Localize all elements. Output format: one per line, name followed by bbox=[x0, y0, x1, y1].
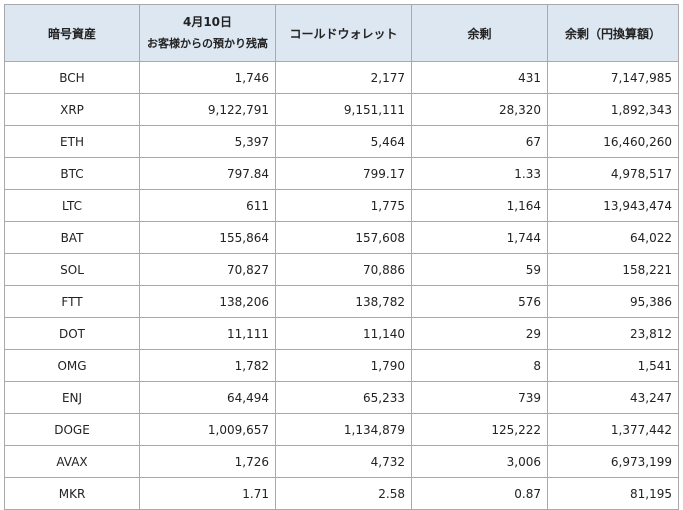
surplus-cell: 739 bbox=[411, 381, 548, 414]
surplus-jpy-cell: 6,973,199 bbox=[547, 445, 679, 478]
customer-balance-cell: 1,746 bbox=[139, 61, 276, 94]
table-row: MKR 1.71 2.58 0.87 81,195 bbox=[4, 477, 679, 510]
cold-wallet-cell: 2.58 bbox=[275, 477, 412, 510]
customer-balance-cell: 155,864 bbox=[139, 221, 276, 254]
cold-wallet-cell: 1,790 bbox=[275, 349, 412, 382]
surplus-cell: 8 bbox=[411, 349, 548, 382]
crypto-reserve-table: 暗号資産 4月10日 お客様からの預かり残高 コールドウォレット 余剰 余剰（円… bbox=[4, 4, 679, 510]
customer-balance-cell: 1,782 bbox=[139, 349, 276, 382]
surplus-jpy-cell: 7,147,985 bbox=[547, 61, 679, 94]
surplus-jpy-cell: 13,943,474 bbox=[547, 189, 679, 222]
header-balance-label: お客様からの預かり残高 bbox=[147, 37, 268, 50]
table-row: DOT 11,111 11,140 29 23,812 bbox=[4, 317, 679, 350]
asset-cell: DOGE bbox=[4, 413, 140, 446]
customer-balance-cell: 70,827 bbox=[139, 253, 276, 286]
asset-cell: DOT bbox=[4, 317, 140, 350]
cold-wallet-cell: 4,732 bbox=[275, 445, 412, 478]
surplus-jpy-cell: 16,460,260 bbox=[547, 125, 679, 158]
table-row: BAT 155,864 157,608 1,744 64,022 bbox=[4, 221, 679, 254]
customer-balance-cell: 5,397 bbox=[139, 125, 276, 158]
surplus-cell: 3,006 bbox=[411, 445, 548, 478]
cold-wallet-cell: 1,775 bbox=[275, 189, 412, 222]
surplus-jpy-cell: 1,541 bbox=[547, 349, 679, 382]
surplus-jpy-cell: 43,247 bbox=[547, 381, 679, 414]
surplus-cell: 67 bbox=[411, 125, 548, 158]
header-asset: 暗号資産 bbox=[4, 4, 140, 62]
table-row: BTC 797.84 799.17 1.33 4,978,517 bbox=[4, 157, 679, 190]
surplus-cell: 125,222 bbox=[411, 413, 548, 446]
customer-balance-cell: 797.84 bbox=[139, 157, 276, 190]
asset-cell: FTT bbox=[4, 285, 140, 318]
asset-cell: BAT bbox=[4, 221, 140, 254]
customer-balance-cell: 1,726 bbox=[139, 445, 276, 478]
surplus-jpy-cell: 81,195 bbox=[547, 477, 679, 510]
cold-wallet-cell: 11,140 bbox=[275, 317, 412, 350]
cold-wallet-cell: 70,886 bbox=[275, 253, 412, 286]
cold-wallet-cell: 65,233 bbox=[275, 381, 412, 414]
surplus-cell: 29 bbox=[411, 317, 548, 350]
cold-wallet-cell: 5,464 bbox=[275, 125, 412, 158]
surplus-cell: 28,320 bbox=[411, 93, 548, 126]
asset-cell: BTC bbox=[4, 157, 140, 190]
asset-cell: LTC bbox=[4, 189, 140, 222]
asset-cell: ENJ bbox=[4, 381, 140, 414]
cold-wallet-cell: 2,177 bbox=[275, 61, 412, 94]
header-row: 暗号資産 4月10日 お客様からの預かり残高 コールドウォレット 余剰 余剰（円… bbox=[4, 4, 679, 62]
cold-wallet-cell: 138,782 bbox=[275, 285, 412, 318]
table-row: XRP 9,122,791 9,151,111 28,320 1,892,343 bbox=[4, 93, 679, 126]
cold-wallet-cell: 799.17 bbox=[275, 157, 412, 190]
asset-cell: ETH bbox=[4, 125, 140, 158]
surplus-jpy-cell: 158,221 bbox=[547, 253, 679, 286]
table-row: BCH 1,746 2,177 431 7,147,985 bbox=[4, 61, 679, 94]
header-customer-balance: 4月10日 お客様からの預かり残高 bbox=[139, 4, 276, 62]
surplus-cell: 1,164 bbox=[411, 189, 548, 222]
table-body: BCH 1,746 2,177 431 7,147,985 XRP 9,122,791 9,1… bbox=[4, 61, 679, 510]
surplus-cell: 1.33 bbox=[411, 157, 548, 190]
asset-cell: XRP bbox=[4, 93, 140, 126]
surplus-jpy-cell: 4,978,517 bbox=[547, 157, 679, 190]
cold-wallet-cell: 157,608 bbox=[275, 221, 412, 254]
surplus-jpy-cell: 23,812 bbox=[547, 317, 679, 350]
surplus-jpy-cell: 95,386 bbox=[547, 285, 679, 318]
table-row: DOGE 1,009,657 1,134,879 125,222 1,377,442 bbox=[4, 413, 679, 446]
header-surplus-jpy: 余剰（円換算額） bbox=[547, 4, 679, 62]
asset-cell: BCH bbox=[4, 61, 140, 94]
asset-cell: AVAX bbox=[4, 445, 140, 478]
table-row: ETH 5,397 5,464 67 16,460,260 bbox=[4, 125, 679, 158]
surplus-jpy-cell: 1,892,343 bbox=[547, 93, 679, 126]
customer-balance-cell: 11,111 bbox=[139, 317, 276, 350]
table-row: AVAX 1,726 4,732 3,006 6,973,199 bbox=[4, 445, 679, 478]
table-row: LTC 611 1,775 1,164 13,943,474 bbox=[4, 189, 679, 222]
header-date: 4月10日 bbox=[182, 15, 233, 29]
header-cold-wallet: コールドウォレット bbox=[275, 4, 412, 62]
customer-balance-cell: 64,494 bbox=[139, 381, 276, 414]
customer-balance-cell: 611 bbox=[139, 189, 276, 222]
table-row: FTT 138,206 138,782 576 95,386 bbox=[4, 285, 679, 318]
surplus-jpy-cell: 64,022 bbox=[547, 221, 679, 254]
surplus-cell: 576 bbox=[411, 285, 548, 318]
customer-balance-cell: 1,009,657 bbox=[139, 413, 276, 446]
header-surplus: 余剰 bbox=[411, 4, 548, 62]
surplus-cell: 0.87 bbox=[411, 477, 548, 510]
asset-cell: SOL bbox=[4, 253, 140, 286]
cold-wallet-cell: 9,151,111 bbox=[275, 93, 412, 126]
customer-balance-cell: 1.71 bbox=[139, 477, 276, 510]
surplus-cell: 431 bbox=[411, 61, 548, 94]
table-header: 暗号資産 4月10日 お客様からの預かり残高 コールドウォレット 余剰 余剰（円… bbox=[4, 4, 679, 62]
cold-wallet-cell: 1,134,879 bbox=[275, 413, 412, 446]
surplus-cell: 59 bbox=[411, 253, 548, 286]
table-row: ENJ 64,494 65,233 739 43,247 bbox=[4, 381, 679, 414]
asset-cell: MKR bbox=[4, 477, 140, 510]
table-row: OMG 1,782 1,790 8 1,541 bbox=[4, 349, 679, 382]
table-row: SOL 70,827 70,886 59 158,221 bbox=[4, 253, 679, 286]
customer-balance-cell: 9,122,791 bbox=[139, 93, 276, 126]
asset-cell: OMG bbox=[4, 349, 140, 382]
surplus-cell: 1,744 bbox=[411, 221, 548, 254]
customer-balance-cell: 138,206 bbox=[139, 285, 276, 318]
surplus-jpy-cell: 1,377,442 bbox=[547, 413, 679, 446]
